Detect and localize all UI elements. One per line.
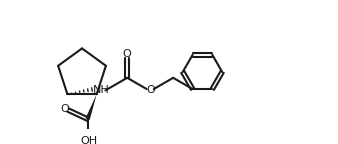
Text: O: O xyxy=(123,49,131,59)
Text: O: O xyxy=(147,85,155,95)
Polygon shape xyxy=(86,94,97,120)
Text: O: O xyxy=(60,104,69,114)
Text: OH: OH xyxy=(81,136,98,144)
Text: NH: NH xyxy=(93,85,109,95)
